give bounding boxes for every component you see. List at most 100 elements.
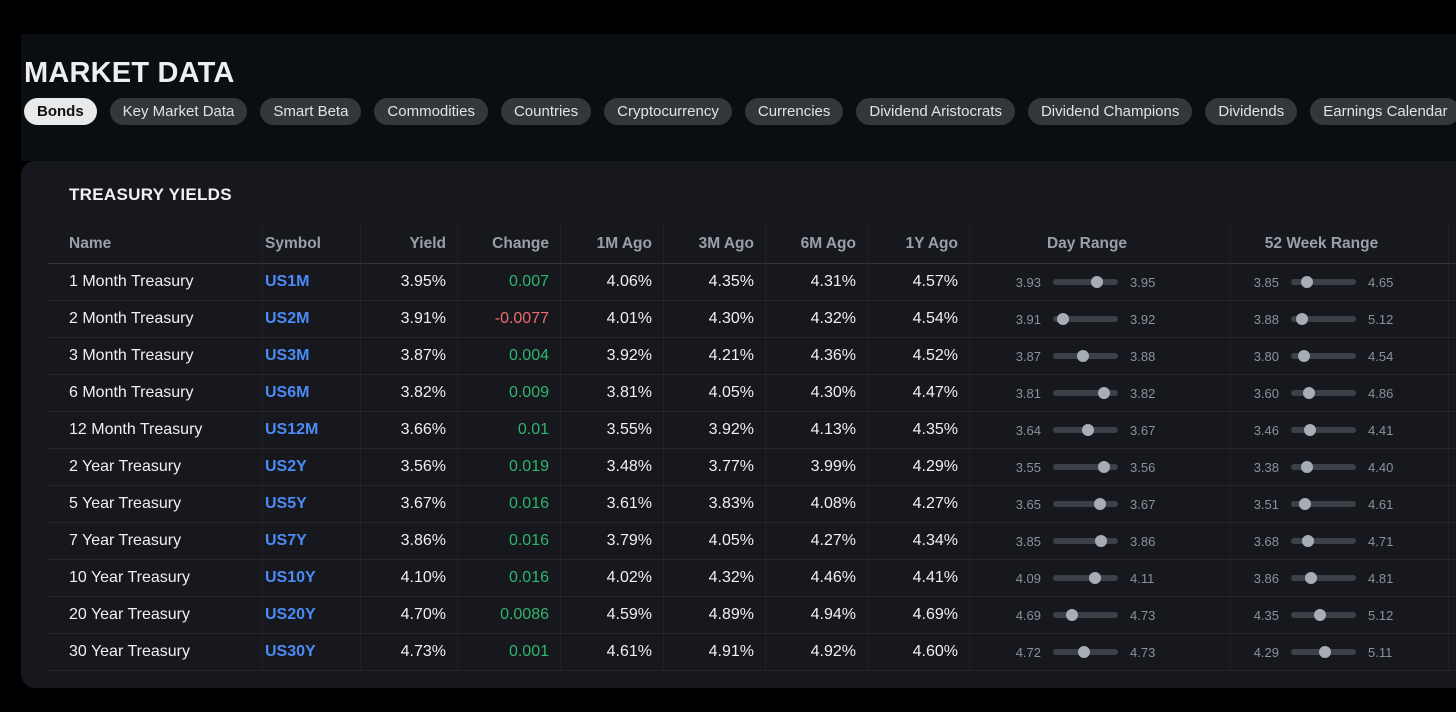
value-3m-ago: 4.05%	[664, 375, 766, 411]
day-range-cell: 3.87 3.88	[970, 338, 1231, 374]
tab-dividends[interactable]: Dividends	[1205, 98, 1298, 125]
column-header-52-week-range: 52 Week Range	[1231, 225, 1449, 263]
range-track	[1053, 498, 1118, 510]
value-3m-ago: 4.32%	[664, 560, 766, 596]
value-6m-ago: 4.13%	[766, 412, 868, 448]
value-3m-ago: 4.91%	[664, 634, 766, 670]
symbol-link[interactable]: US5Y	[265, 495, 307, 512]
range-low: 3.46	[1253, 422, 1279, 438]
treasury-name: 2 Month Treasury	[48, 301, 263, 337]
tab-cryptocurrency[interactable]: Cryptocurrency	[604, 98, 732, 125]
treasury-yields-panel: TREASURY YIELDS Name Symbol Yield Change 1M …	[21, 161, 1456, 688]
tab-bar: Bonds Key Market Data Smart Beta Commoditie…	[24, 98, 1456, 125]
symbol-link[interactable]: US2Y	[265, 458, 307, 475]
range-dot	[1296, 313, 1309, 325]
range-dot	[1091, 276, 1104, 288]
yield-value: 4.10%	[361, 560, 458, 596]
treasury-name: 1 Month Treasury	[48, 264, 263, 300]
value-1m-ago: 3.48%	[561, 449, 664, 485]
week52-range-cell: 3.68 4.71	[1231, 523, 1449, 559]
treasury-name: 12 Month Treasury	[48, 412, 263, 448]
symbol-cell: US2Y	[263, 449, 361, 485]
value-6m-ago: 4.46%	[766, 560, 868, 596]
table-row: 2 Month Treasury US2M 3.91% -0.0077 4.01% 4.3…	[48, 301, 1456, 338]
day-range-cell: 3.81 3.82	[970, 375, 1231, 411]
week52-range-cell: 3.46 4.41	[1231, 412, 1449, 448]
tab-key-market-data[interactable]: Key Market Data	[109, 98, 248, 125]
table-row: 30 Year Treasury US30Y 4.73% 0.001 4.61% 4.91…	[48, 634, 1456, 671]
value-3m-ago: 4.30%	[664, 301, 766, 337]
value-1y-ago: 4.27%	[868, 486, 970, 522]
range-high: 4.73	[1130, 644, 1156, 660]
range-high: 3.88	[1130, 348, 1156, 364]
range-high: 4.81	[1368, 570, 1394, 586]
treasury-name: 7 Year Treasury	[48, 523, 263, 559]
tab-smart-beta[interactable]: Smart Beta	[260, 98, 362, 125]
column-header-change: Change	[458, 225, 561, 263]
value-3m-ago: 4.21%	[664, 338, 766, 374]
range-dot	[1314, 609, 1327, 621]
week52-range-cell: 3.60 4.86	[1231, 375, 1449, 411]
range-dot	[1304, 572, 1317, 584]
symbol-link[interactable]: US6M	[265, 384, 310, 401]
value-3m-ago: 4.35%	[664, 264, 766, 300]
yield-value: 3.67%	[361, 486, 458, 522]
value-1m-ago: 3.92%	[561, 338, 664, 374]
column-header-1m-ago: 1M Ago	[561, 225, 664, 263]
header-band	[21, 34, 1456, 161]
day-range-cell: 4.72 4.73	[970, 634, 1231, 670]
change-value: 0.016	[458, 523, 561, 559]
change-value: 0.007	[458, 264, 561, 300]
table-row: 7 Year Treasury US7Y 3.86% 0.016 3.79% 4.05% 4…	[48, 523, 1456, 560]
value-3m-ago: 4.05%	[664, 523, 766, 559]
range-high: 4.71	[1368, 533, 1394, 549]
tab-earnings-calendar[interactable]: Earnings Calendar	[1310, 98, 1456, 125]
range-low: 3.65	[1015, 496, 1041, 512]
tab-currencies[interactable]: Currencies	[744, 98, 844, 125]
value-3m-ago: 3.83%	[664, 486, 766, 522]
table-body: 1 Month Treasury US1M 3.95% 0.007 4.06% 4.35%…	[48, 264, 1456, 671]
tab-dividend-aristocrats[interactable]: Dividend Aristocrats	[856, 98, 1015, 125]
range-track	[1053, 646, 1118, 658]
range-high: 4.73	[1130, 607, 1156, 623]
symbol-link[interactable]: US20Y	[265, 606, 316, 623]
symbol-link[interactable]: US1M	[265, 273, 310, 290]
range-track	[1053, 387, 1118, 399]
value-1m-ago: 4.01%	[561, 301, 664, 337]
range-track	[1053, 424, 1118, 436]
range-low: 3.60	[1253, 385, 1279, 401]
range-dot	[1301, 535, 1314, 547]
day-range-cell: 3.64 3.67	[970, 412, 1231, 448]
column-header-day-range: Day Range	[970, 225, 1231, 263]
week52-range-cell: 3.86 4.81	[1231, 560, 1449, 596]
range-track	[1291, 572, 1356, 584]
column-header-1y-ago: 1Y Ago	[868, 225, 970, 263]
range-high: 4.41	[1368, 422, 1394, 438]
range-low: 4.29	[1253, 644, 1279, 660]
symbol-link[interactable]: US30Y	[265, 643, 316, 660]
symbol-link[interactable]: US12M	[265, 421, 319, 438]
symbol-link[interactable]: US2M	[265, 310, 310, 327]
table-header-row: Name Symbol Yield Change 1M Ago 3M Ago 6M Ago 1…	[48, 225, 1456, 264]
range-track	[1053, 276, 1118, 288]
tab-commodities[interactable]: Commodities	[374, 98, 488, 125]
symbol-link[interactable]: US3M	[265, 347, 310, 364]
symbol-link[interactable]: US7Y	[265, 532, 307, 549]
symbol-cell: US1M	[263, 264, 361, 300]
range-dot	[1076, 350, 1089, 362]
range-high: 4.86	[1368, 385, 1394, 401]
range-low: 3.38	[1253, 459, 1279, 475]
value-1m-ago: 3.81%	[561, 375, 664, 411]
range-high: 3.86	[1130, 533, 1156, 549]
tab-countries[interactable]: Countries	[500, 98, 592, 125]
range-low: 4.72	[1015, 644, 1041, 660]
symbol-link[interactable]: US10Y	[265, 569, 316, 586]
tab-dividend-champions[interactable]: Dividend Champions	[1027, 98, 1193, 125]
range-track	[1291, 424, 1356, 436]
range-dot	[1298, 350, 1311, 362]
value-1y-ago: 4.35%	[868, 412, 970, 448]
value-6m-ago: 4.94%	[766, 597, 868, 633]
tab-bonds[interactable]: Bonds	[24, 98, 97, 125]
day-range-cell: 3.55 3.56	[970, 449, 1231, 485]
value-1m-ago: 4.59%	[561, 597, 664, 633]
